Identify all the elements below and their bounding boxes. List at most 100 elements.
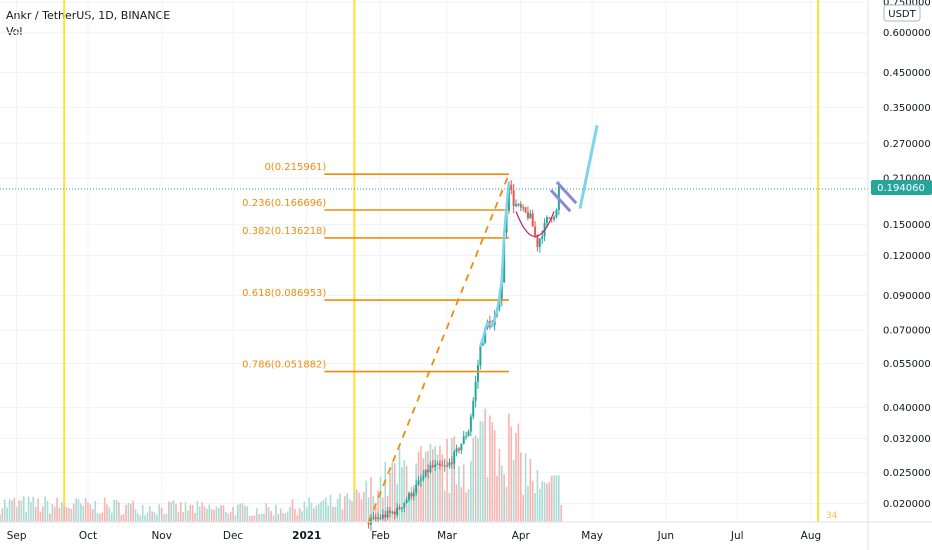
volume-bar	[56, 497, 58, 522]
volume-bar	[453, 436, 456, 522]
volume-bar	[439, 445, 441, 522]
time-scale[interactable]: Sep Oct Nov Dec 2021 Feb Mar Apr May Jun Jul Aug	[7, 530, 821, 542]
volume-bar	[198, 506, 201, 522]
price-tick-label: 0.032000	[883, 434, 931, 445]
candle-body	[517, 204, 520, 206]
volume-bar	[177, 511, 180, 522]
candle-body	[377, 517, 380, 519]
volume-bar	[543, 482, 546, 522]
volume-bar	[241, 502, 244, 522]
volume-bar	[260, 513, 263, 522]
volume-bar	[170, 501, 173, 522]
volume-bar	[410, 486, 413, 522]
volume-bar	[515, 433, 517, 522]
volume-bar	[11, 500, 13, 522]
volume-bar	[460, 487, 463, 522]
volume-bar	[298, 508, 301, 522]
volume-bar	[555, 475, 558, 522]
volume-bar	[493, 430, 496, 522]
volume-bar	[517, 423, 520, 522]
candle-body	[393, 511, 396, 515]
volume-bar	[153, 512, 156, 522]
price-tick-label: 0.120000	[883, 251, 931, 262]
projection-drawings[interactable]	[479, 124, 599, 348]
vertical-markers	[63, 0, 820, 522]
volume-bar	[191, 504, 194, 522]
candle-body	[484, 327, 487, 343]
volume-bar	[284, 513, 287, 522]
volume-bar	[479, 420, 482, 522]
price-scale[interactable]: 0.750000 0.600000 0.450000 0.350000 0.270000…	[883, 0, 931, 510]
candle-body	[507, 184, 510, 212]
candle-body	[386, 510, 389, 518]
candle-body	[450, 462, 453, 464]
volume-indicator-label[interactable]: Vol	[6, 25, 23, 38]
volume-bar	[279, 508, 282, 522]
volume-bar	[13, 498, 16, 522]
volume-bar	[467, 489, 470, 522]
volume-bar	[196, 501, 199, 522]
candle-body	[403, 502, 406, 508]
volume-bar	[367, 497, 370, 522]
volume-bar	[384, 461, 387, 522]
time-tick-label: Aug	[801, 530, 822, 542]
candle-body	[505, 211, 508, 233]
candle-body	[367, 522, 370, 525]
price-tick-label: 0.750000	[883, 0, 931, 8]
currency-badge[interactable]: USDT	[883, 4, 921, 22]
candle-body	[469, 416, 472, 432]
flag-upper-line	[555, 181, 578, 205]
volume-bar	[294, 508, 296, 522]
volume-bar	[282, 512, 284, 522]
volume-bar	[8, 499, 11, 522]
volume-bar	[208, 504, 211, 522]
candle-body	[460, 443, 463, 451]
candle-body	[408, 493, 411, 500]
volume-bar	[434, 446, 436, 522]
volume-bar	[398, 448, 401, 522]
volume-bar	[251, 515, 253, 522]
volume-bar	[332, 506, 334, 522]
volume-bar	[334, 506, 337, 522]
candle-body	[374, 517, 377, 519]
volume-bar	[305, 507, 308, 522]
volume-bar	[253, 515, 256, 522]
volume-bar	[275, 504, 277, 522]
volume-bar	[110, 512, 113, 522]
candle-body	[457, 448, 460, 451]
candle-body	[481, 342, 484, 346]
volume-bar	[165, 513, 168, 522]
candle-body	[553, 216, 556, 220]
volume-bar	[146, 512, 149, 522]
volume-bar	[137, 513, 139, 522]
volume-bar	[393, 463, 396, 522]
volume-bar	[163, 513, 165, 522]
volume-bar	[141, 504, 144, 522]
fib-level-label: 0(0.215961)	[264, 162, 326, 173]
candle-body	[443, 465, 446, 467]
candle-body	[555, 210, 558, 217]
volume-bar	[139, 515, 142, 522]
volume-bar	[206, 508, 208, 522]
volume-bar	[408, 497, 410, 522]
price-tick-label: 0.090000	[883, 291, 931, 302]
candle-body	[429, 465, 432, 473]
volume-bar	[30, 501, 32, 522]
volume-bar	[87, 502, 89, 522]
volume-bar	[396, 483, 398, 522]
volume-bar	[353, 491, 356, 522]
volume-bar	[229, 512, 232, 522]
last-price-label: 0.194060	[877, 183, 925, 194]
candle-body	[519, 204, 522, 208]
volume-bar	[441, 454, 444, 522]
volume-bar	[213, 509, 215, 522]
volume-bar	[210, 509, 213, 522]
volume-bar	[77, 499, 80, 522]
fib-retracement[interactable]: 0(0.215961) 0.236(0.166696) 0.382(0.136218…	[242, 162, 510, 523]
candle-body	[446, 465, 449, 467]
volume-bar	[215, 506, 218, 522]
volume-bar	[156, 514, 158, 522]
volume-bar	[489, 415, 491, 522]
volume-bar	[296, 515, 299, 522]
